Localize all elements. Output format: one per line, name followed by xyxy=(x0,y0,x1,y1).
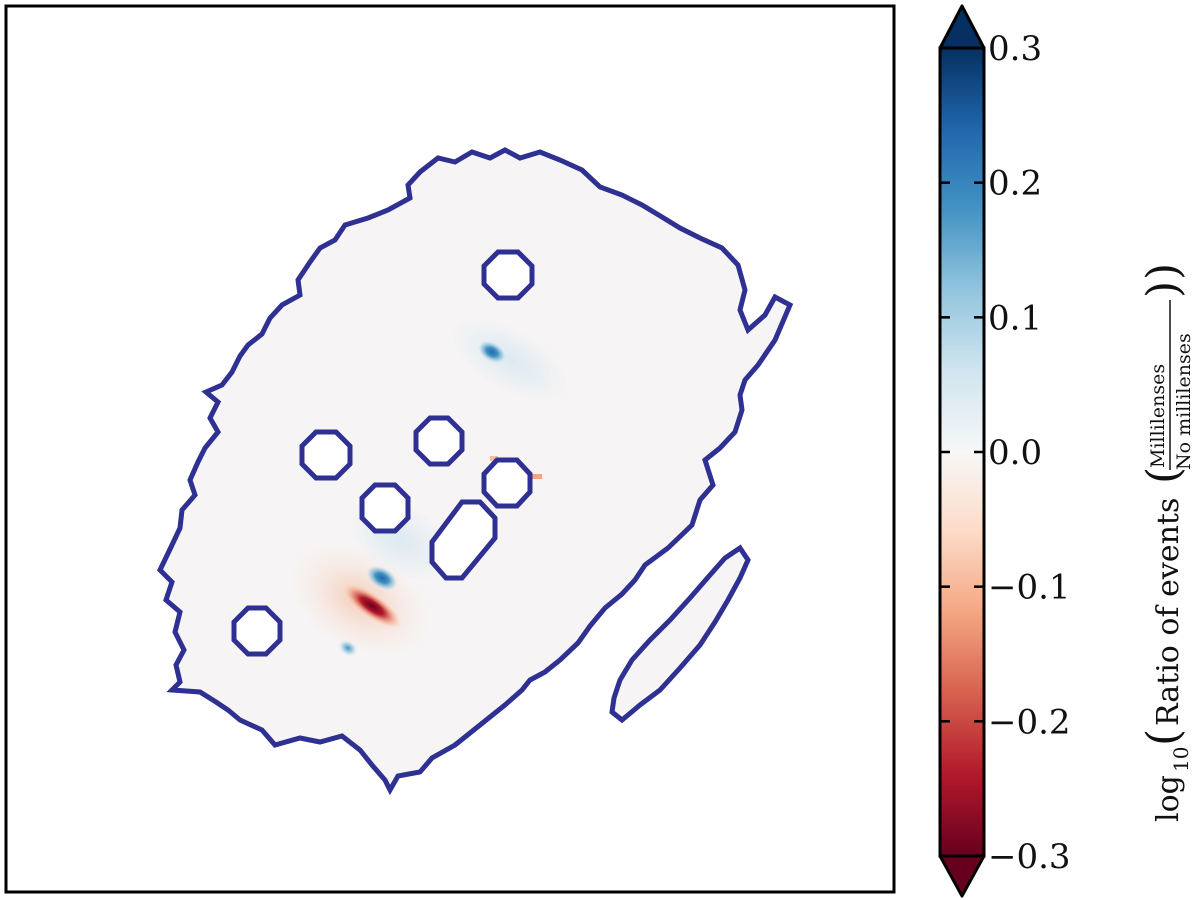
feature-deficit-strong xyxy=(339,581,405,631)
masked-region xyxy=(429,499,498,581)
colorbar-tick-label: 0.1 xyxy=(988,298,1042,338)
feature-excess-weak xyxy=(337,639,359,657)
colorbar-tick-label: −0.2 xyxy=(988,702,1071,742)
colorbar-extend-top xyxy=(938,4,986,50)
feature-excess-upper xyxy=(477,340,507,364)
colorbar-ticks: 0.3 0.2 0.1 0.0 −0.1 −0.2 −0.3 xyxy=(940,29,1071,877)
masked-region xyxy=(359,482,411,534)
colorbar-label: log 10 ( Ratio of events ( Millilenses N… xyxy=(1138,263,1195,822)
colorbar-label-denominator: No millilenses xyxy=(1173,333,1195,470)
masked-region xyxy=(299,429,353,481)
masked-region xyxy=(481,457,533,509)
heatmap-map xyxy=(156,147,794,796)
colorbar-label-frac-paren-close: ) xyxy=(1138,281,1189,298)
colorbar-label-frac-paren-open: ( xyxy=(1138,467,1189,484)
colorbar-tick-label: 0.2 xyxy=(988,164,1042,204)
colorbar-label-numerator: Millilenses xyxy=(1147,364,1169,468)
colorbar-label-log: log xyxy=(1151,775,1186,822)
colorbar-label-subscript: 10 xyxy=(1169,747,1193,772)
feature-speck-2 xyxy=(490,456,498,461)
footprint-strip xyxy=(609,544,751,724)
colorbar: 0.3 0.2 0.1 0.0 −0.1 −0.2 −0.3 log 10 ( Ratio … xyxy=(938,4,1195,898)
masked-region xyxy=(481,249,535,301)
feature-speck xyxy=(532,474,542,479)
colorbar-label-main: Ratio of events xyxy=(1151,498,1186,726)
feature-excess-adjacent xyxy=(365,564,399,592)
colorbar-tick-label: −0.3 xyxy=(988,837,1071,877)
masked-region xyxy=(231,605,283,657)
colorbar-label-paren-open: ( xyxy=(1138,729,1189,746)
masked-region xyxy=(413,415,465,467)
colorbar-tick-label: 0.0 xyxy=(988,433,1042,473)
colorbar-label-paren-close: ) xyxy=(1138,263,1189,280)
colorbar-extend-bottom xyxy=(938,854,986,898)
masked-regions xyxy=(231,249,535,657)
colorbar-tick-label: 0.3 xyxy=(988,29,1042,69)
colorbar-tick-label: −0.1 xyxy=(988,568,1071,608)
halo-positive-upper xyxy=(451,318,569,402)
